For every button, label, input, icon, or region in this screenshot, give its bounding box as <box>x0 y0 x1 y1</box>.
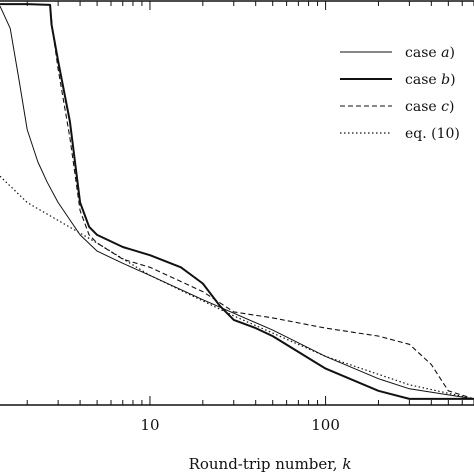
legend-label: case c) <box>405 99 454 115</box>
legend-label: case a) <box>405 45 455 61</box>
series-line-2 <box>0 3 474 400</box>
series-layer <box>0 3 474 400</box>
axes: 10 100 <box>0 0 474 434</box>
legend-label: case b) <box>405 72 456 88</box>
legend-label: eq. (10) <box>405 126 460 142</box>
series-line-3 <box>0 3 474 400</box>
series-line-1 <box>0 5 474 400</box>
x-tick-label: 10 <box>140 416 159 434</box>
x-tick-label: 100 <box>311 416 340 434</box>
legend: case a) case b) case c) eq. (10) <box>340 45 460 142</box>
series-line-4 <box>0 175 474 400</box>
x-axis-label: Round-trip number, k <box>189 455 352 473</box>
